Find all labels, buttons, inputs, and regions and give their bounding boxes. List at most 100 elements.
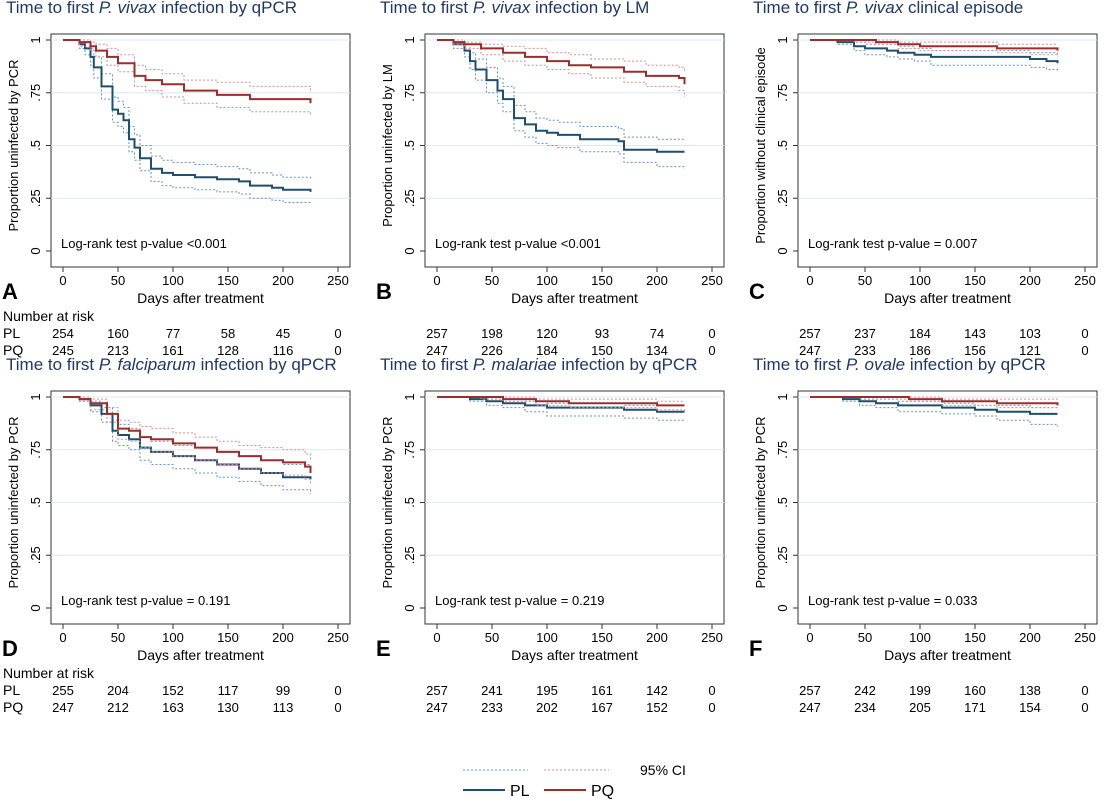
ci-upper-pq [63,39,311,91]
risk-count: 150 [591,343,613,358]
risk-count: 255 [52,683,74,698]
y-axis-label: Proportion uninfected by PCR [6,417,21,589]
survival-line-pl [63,39,312,192]
panel-title: Time to first P. falciparum infection by… [6,355,337,374]
x-tick-label: 200 [1019,273,1041,288]
panel-title-part: P. vivax [473,0,531,17]
risk-count: 257 [426,683,448,698]
y-tick-label: .5 [28,140,43,151]
panel-title-part: P. falciparum [99,355,196,374]
risk-count: 247 [799,343,821,358]
risk-count: 184 [909,326,931,341]
panel-title: Time to first P. malariae infection by q… [380,355,697,374]
plot-frame [424,33,725,268]
y-tick-label: .75 [28,441,43,459]
ci-lower-pl [810,39,1058,72]
y-tick-label: .25 [775,189,790,207]
risk-count: 213 [107,343,129,358]
ci-lower-pq [437,396,685,412]
ci-lower-pl [437,396,685,421]
panel-letter: D [2,636,18,661]
panel-c: Time to first P. vivax clinical episode 0… [749,0,1098,358]
panel-title: Time to first P. vivax clinical episode [753,0,1023,17]
log-rank-annotation: Log-rank test p-value <0.001 [435,236,601,251]
panel-title-part: Time to first [6,355,99,374]
ci-lower-pq [810,39,1058,57]
risk-count: 226 [481,343,503,358]
risk-count: 0 [334,343,341,358]
risk-count: 257 [799,683,821,698]
risk-count: 195 [536,683,558,698]
x-tick-label: 200 [1019,630,1041,645]
survival-line-pq [63,396,312,473]
y-tick-label: 0 [775,604,790,611]
risk-count: 128 [217,343,239,358]
x-tick-label: 50 [485,630,499,645]
y-tick-label: 0 [28,247,43,254]
risk-count: 113 [273,700,294,715]
risk-count: 0 [334,700,341,715]
y-tick-label: .5 [775,497,790,508]
risk-count: 0 [708,326,715,341]
x-tick-label: 0 [806,630,813,645]
risk-row-label: PQ [3,342,23,358]
risk-count: 161 [162,343,184,358]
risk-count: 93 [595,326,609,341]
y-tick-label: 1 [402,36,417,43]
y-tick-label: 0 [402,604,417,611]
legend-pl-label: PL [510,783,530,800]
x-tick-label: 100 [909,273,931,288]
panel-title-part: P. vivax [846,0,904,17]
x-tick-label: 200 [272,273,294,288]
y-axis-label: Proportion uninfected by PCR [380,417,395,589]
risk-count: 152 [646,700,668,715]
risk-count: 247 [52,700,74,715]
panel-title: Time to first P. ovale infection by qPCR [753,355,1046,374]
y-axis-label: Proportion without clinical episode [753,47,768,244]
risk-count: 212 [107,700,129,715]
x-tick-label: 150 [964,273,986,288]
risk-count: 233 [481,700,503,715]
y-tick-label: .25 [402,189,417,207]
y-tick-label: .25 [28,189,43,207]
y-tick-label: .75 [28,84,43,102]
risk-count: 247 [799,700,821,715]
y-tick-label: .5 [28,497,43,508]
risk-count: 184 [536,343,558,358]
y-tick-label: 1 [28,393,43,400]
y-tick-label: .5 [402,497,417,508]
panel-e: Time to first P. malariae infection by q… [376,355,725,715]
y-tick-label: .75 [402,84,417,102]
risk-count: 154 [1019,700,1041,715]
risk-count: 99 [276,683,290,698]
plot-frame [797,33,1098,268]
panel-letter: E [376,636,391,661]
panel-letter: B [376,279,392,304]
risk-count: 138 [1019,683,1041,698]
panel-title-part: infection by qPCR [557,355,698,374]
x-tick-label: 250 [701,630,723,645]
survival-line-pq [63,39,312,104]
survival-line-pl [810,39,1059,64]
x-tick-label: 250 [1074,273,1096,288]
risk-count: 0 [1081,326,1088,341]
y-tick-label: 1 [402,393,417,400]
x-axis-label: Days after treatment [884,647,1011,663]
risk-count: 247 [426,700,448,715]
y-tick-label: .25 [402,546,417,564]
x-tick-label: 50 [858,630,872,645]
risk-count: 233 [854,343,876,358]
legend-ci-label: 95% CI [640,762,686,778]
risk-count: 0 [1081,700,1088,715]
ci-upper-pq [437,396,685,402]
panel-title-part: Time to first [753,355,846,374]
risk-count: 0 [1081,343,1088,358]
x-tick-label: 50 [858,273,872,288]
y-tick-label: .5 [775,140,790,151]
ci-upper-pq [63,396,311,461]
log-rank-annotation: Log-rank test p-value <0.001 [61,236,227,251]
y-tick-label: 1 [28,36,43,43]
panel-letter: C [749,279,765,304]
survival-line-pl [437,39,685,153]
